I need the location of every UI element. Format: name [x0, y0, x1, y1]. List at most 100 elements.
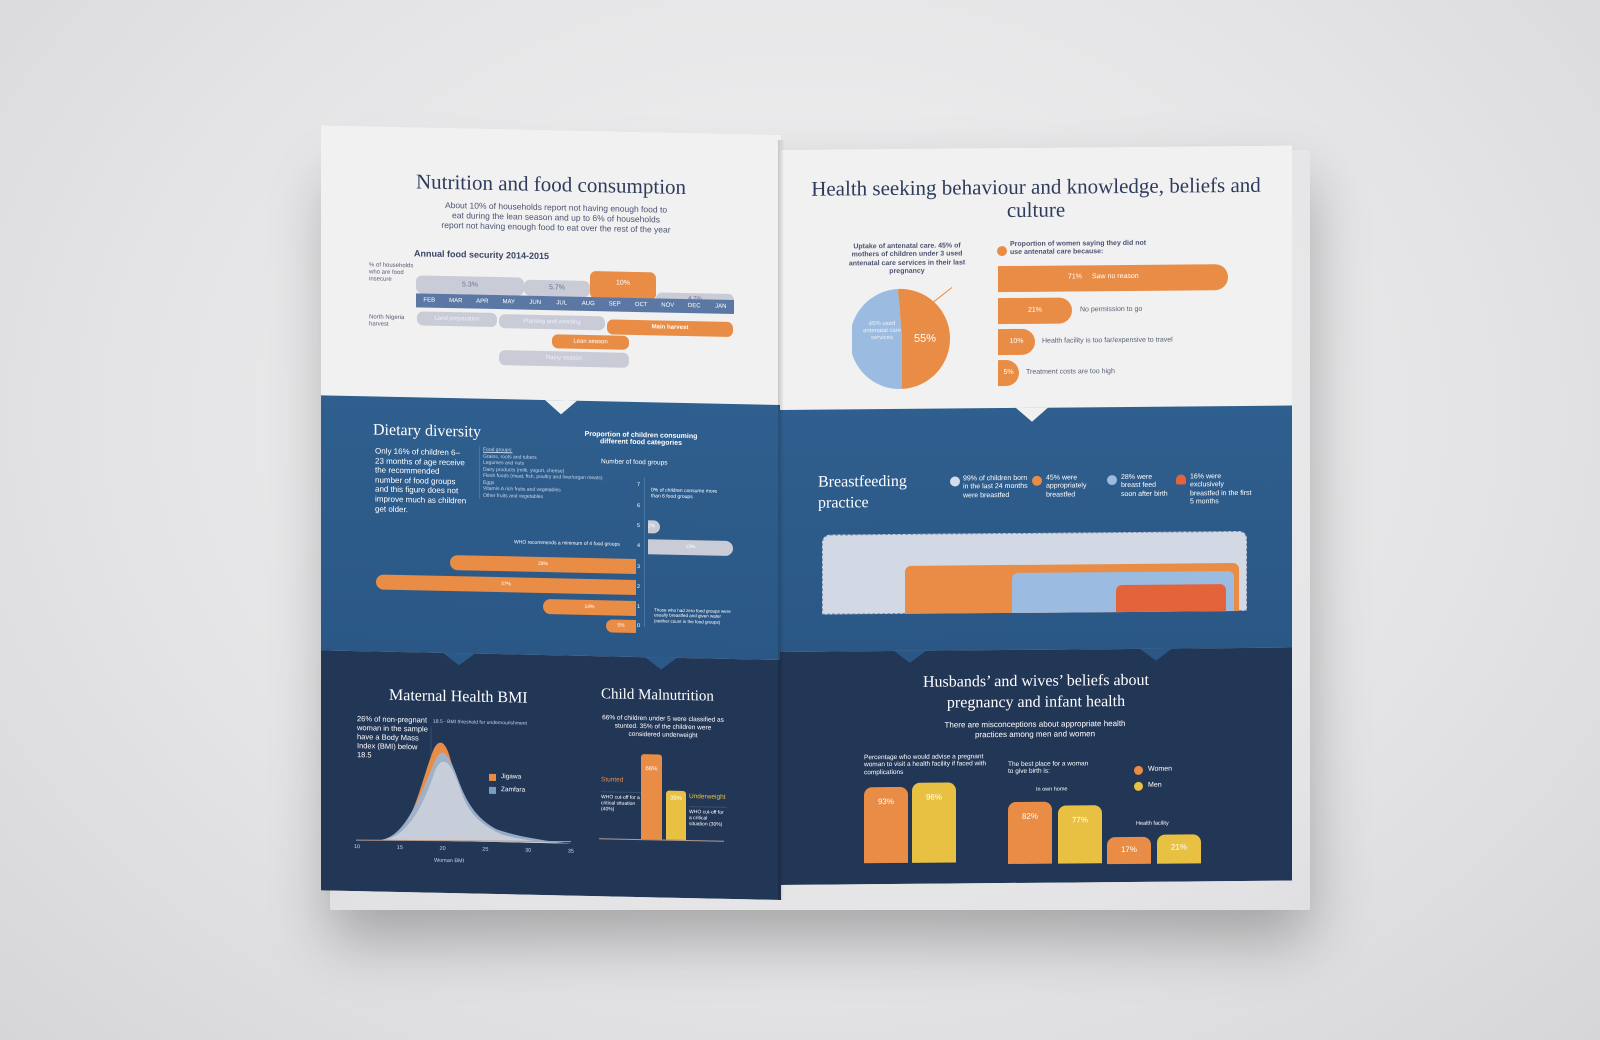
pie-caption: Uptake of antenatal care. 45% of mothers… [848, 242, 966, 276]
legend-jigawa: Jigawa [501, 773, 522, 781]
antenatal-pie [852, 286, 952, 389]
health-title: Health seeking behaviour and knowledge, … [811, 172, 1261, 223]
dietary-title: Dietary diversity [373, 421, 481, 441]
pie-orange-label: 55% [914, 332, 937, 345]
reason-bar-4: 5% [998, 359, 1019, 387]
food-group-item: Other fruits and vegetables [483, 492, 544, 500]
food-groups-list: Food groups: Grains, roots and tubers Le… [479, 446, 611, 502]
reasons-title: Proportion of women saying they did not … [1010, 239, 1147, 257]
month-label: NOV [661, 302, 675, 309]
beliefs-subtitle: There are misconceptions about appropria… [944, 718, 1126, 739]
tick: 30 [525, 847, 532, 854]
legend-jigawa-swatch [489, 773, 496, 782]
bar-advise-men: 96% [912, 782, 956, 863]
legend-soon-after-birth: 28% were breast feed soon after birth [1121, 473, 1168, 498]
food-groups-axis-label: Number of food groups [601, 458, 668, 467]
stunted-label: Stunted [601, 776, 624, 784]
month-label: SEP [608, 301, 621, 308]
bar-3-groups: 28% [450, 555, 636, 574]
month-label: JAN [715, 303, 727, 310]
legend-zamfara: Zamfara [501, 786, 526, 794]
bar-0-groups: 5% [606, 619, 636, 633]
tick: 35 [567, 848, 574, 855]
bmi-malnutrition-section: Maternal Health BMI 26% of non-pregnant … [321, 650, 781, 900]
reason-bar-1: 71% Saw no reason [998, 264, 1228, 293]
month-label: MAR [449, 298, 463, 305]
bar-exclusive-16 [1116, 584, 1226, 613]
month-label: APR [476, 298, 489, 305]
legend-dot-soon-after-birth [1107, 475, 1117, 486]
dietary-section: Dietary diversity Only 16% of children 6… [321, 395, 781, 660]
nutrition-section: Nutrition and food consumption About 10%… [321, 125, 781, 405]
beliefs-title: Husbands’ and wives’ beliefs about pregn… [922, 671, 1149, 712]
section-notch [894, 650, 926, 664]
malnutrition-title: Child Malnutrition [601, 686, 714, 705]
month-label: DEC [687, 303, 701, 310]
month-label: FEB [423, 297, 436, 304]
legend-dot-breastfed [950, 476, 960, 487]
home-label: In own home [1036, 786, 1068, 793]
reason-label-2: No permission to go [1080, 305, 1143, 314]
advise-caption: Percentage who would advise a pregnant w… [864, 753, 987, 777]
breastfeeding-title: Breastfeeding practice [818, 472, 907, 512]
bar-facility-women: 17% [1107, 836, 1151, 865]
reason-bar-2: 21% [998, 297, 1072, 325]
legend-exclusive: 16% were exclusively breastfed in the fi… [1190, 473, 1252, 506]
legend-dot-exclusive [1176, 474, 1186, 485]
stunted-bar: 66% [641, 754, 662, 840]
legend-men-dot [1134, 781, 1143, 791]
bmi-xlabel: Woman BMI [434, 857, 465, 865]
bar-advise-women: 93% [864, 786, 908, 864]
food-security-chart-title: Annual food security 2014-2015 [414, 248, 550, 262]
season-rainy: Rainy season [499, 350, 629, 368]
insecure-bar-feb-may: 5.3% [416, 275, 524, 296]
reasons-dot [997, 246, 1007, 257]
season-land-preparation: Land preparation [417, 311, 497, 328]
section-notch [443, 652, 475, 666]
breastfeeding-section: Breastfeeding practice 99% of children b… [780, 405, 1292, 652]
underweight-bar: 35% [666, 790, 686, 841]
pie-blue-label: 45% used antenatal care services [862, 320, 902, 342]
bar-home-men: 77% [1058, 805, 1102, 864]
bar-4-groups: 13% [648, 539, 733, 556]
bmi-title: Maternal Health BMI [389, 686, 528, 707]
bar-facility-men: 21% [1157, 834, 1201, 864]
tick: 25 [482, 846, 489, 853]
section-notch [645, 657, 677, 670]
left-page: Nutrition and food consumption About 10%… [321, 125, 781, 900]
bar-5-groups: 2% [648, 520, 660, 534]
stunted-note: WHO cut-off for a critical situation (40… [601, 791, 641, 814]
month-label: AUG [581, 300, 595, 308]
reason-value: 71% [1068, 273, 1083, 281]
reason-label-4: Treatment costs are too high [1026, 368, 1115, 376]
month-label: MAY [502, 299, 516, 306]
facility-label: Health facility [1136, 820, 1169, 827]
legend-zamfara-swatch [489, 786, 496, 795]
month-label: JUL [556, 300, 568, 307]
spine-gutter [778, 140, 784, 900]
section-notch [545, 400, 577, 415]
nutrition-title: Nutrition and food consumption [415, 169, 687, 200]
bar-1-groups: 14% [543, 599, 636, 616]
bar-home-women: 82% [1008, 801, 1052, 865]
underweight-label: Underweight [689, 793, 726, 801]
insecure-bar-sep-oct: 10% [590, 270, 656, 301]
underweight-note: WHO cut-off for a critical situation (30… [689, 806, 727, 828]
birth-caption: The best place for a woman to give birth… [1008, 760, 1089, 776]
right-page: Health seeking behaviour and knowledge, … [780, 145, 1292, 885]
food-groups-axis: 7 6 5 4 3 2 1 0 [635, 476, 645, 629]
bmi-density-chart [355, 726, 572, 844]
beliefs-section: Husbands’ and wives’ beliefs about pregn… [780, 647, 1292, 885]
section-notch [1016, 407, 1048, 422]
month-label: OCT [634, 301, 648, 309]
harvest-row-label: North Nigeria harvest [369, 314, 405, 328]
section-notch [1140, 648, 1172, 661]
month-label: JUN [529, 299, 542, 306]
season-lean: Lean season [552, 334, 629, 350]
tick: 20 [439, 845, 446, 852]
bar-2-groups: 37% [376, 574, 636, 595]
legend-women-dot [1134, 765, 1143, 775]
tick: 10 [354, 844, 361, 851]
insecure-row-label: % of households who are food insecure [369, 262, 414, 283]
reason-label-3: Health facility is too far/expensive to … [1042, 336, 1173, 345]
